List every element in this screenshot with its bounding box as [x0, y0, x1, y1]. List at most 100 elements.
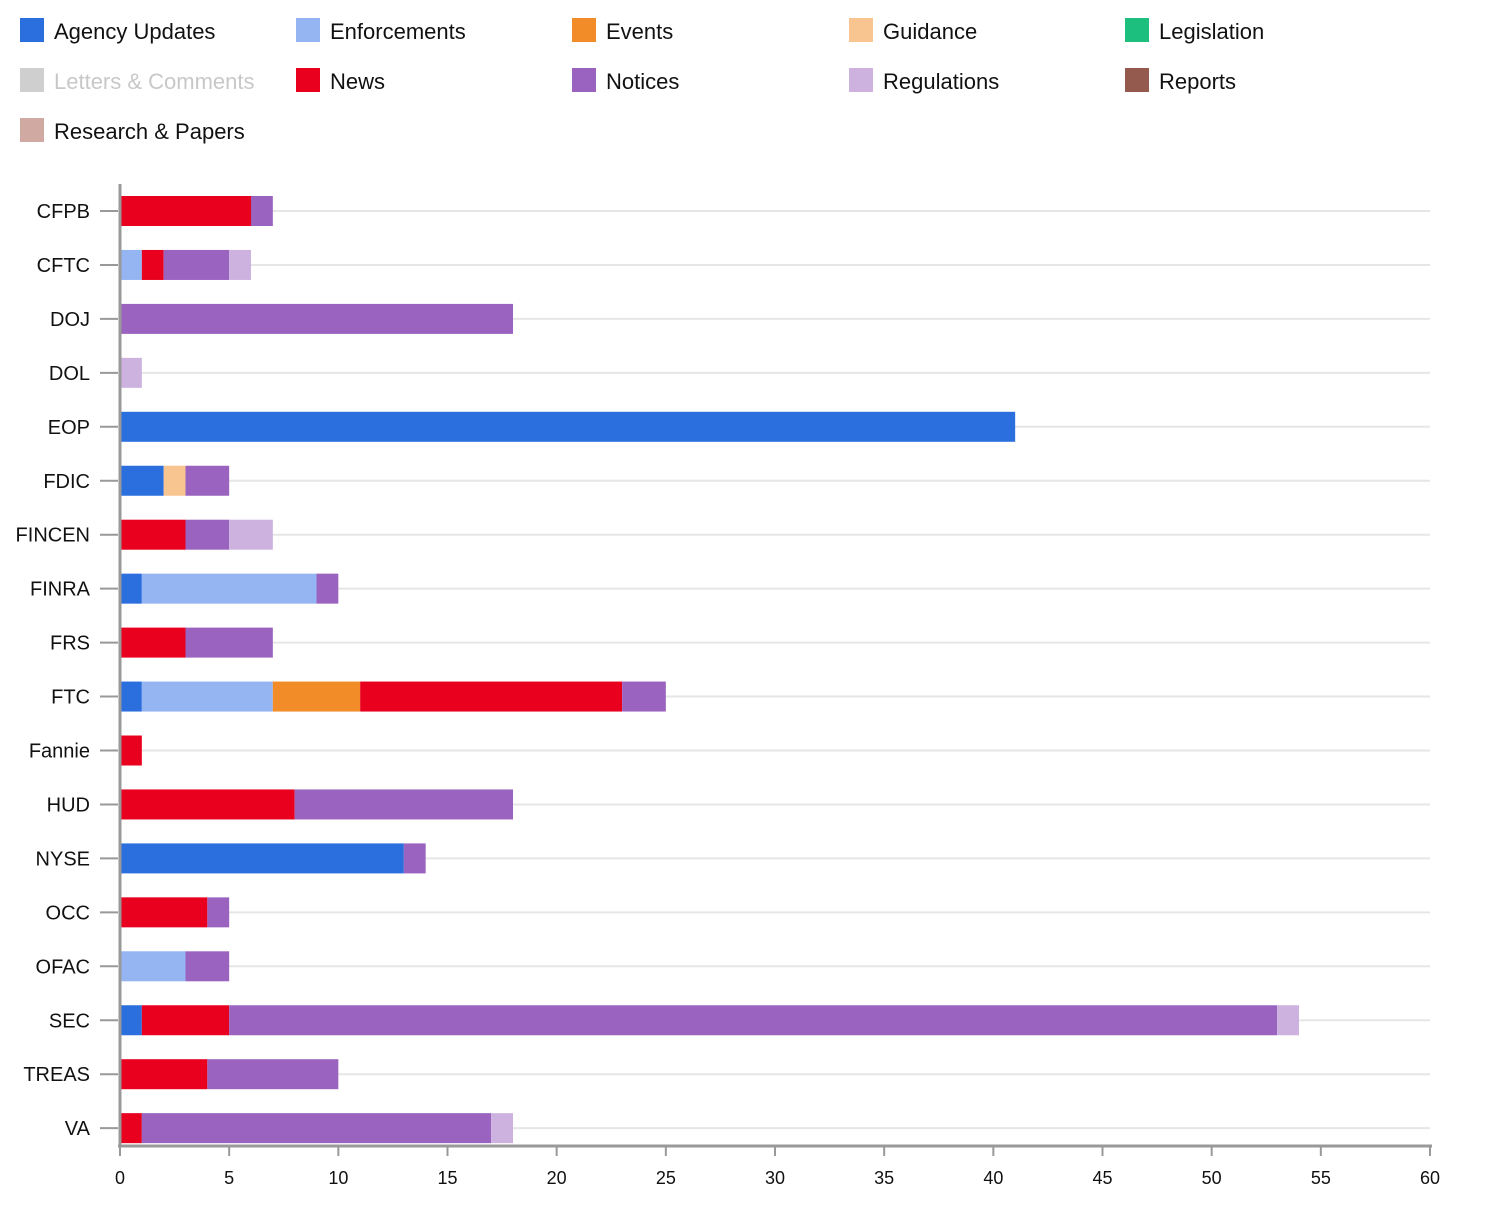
bar-segment-frs-notices[interactable] [185, 627, 273, 658]
bar-segment-nyse-notices[interactable] [403, 843, 426, 874]
bar-segment-ftc-notices[interactable] [622, 681, 666, 712]
legend-swatch [572, 18, 596, 42]
x-tick-label-20: 20 [547, 1168, 567, 1188]
legend-item-notices[interactable]: Notices [572, 68, 679, 94]
legend-item-news[interactable]: News [296, 68, 385, 94]
legend-item-research-and-papers[interactable]: Research & Papers [20, 118, 245, 144]
legend-item-enforcements[interactable]: Enforcements [296, 18, 466, 44]
bar-row-fannie [120, 735, 142, 766]
bar-segment-fincen-regulations[interactable] [229, 519, 273, 550]
legend-swatch [1125, 68, 1149, 92]
y-axis-labels: CFPB CFTC DOJ DOL EOP FDIC FINCEN FINRA FRS FTC Fa… [16, 201, 91, 1140]
legend-item-legislation[interactable]: Legislation [1125, 18, 1264, 44]
legend-item-agency-updates[interactable]: Agency Updates [20, 18, 215, 44]
legend-item-guidance[interactable]: Guidance [849, 18, 977, 44]
bar-segment-finra-enforcements[interactable] [141, 573, 317, 604]
x-tick-label-5: 5 [224, 1168, 234, 1188]
bar-row-ofac [120, 951, 230, 982]
legend-label: Events [606, 19, 673, 44]
bar-segment-frs-news[interactable] [120, 627, 186, 658]
bar-segment-fincen-notices[interactable] [185, 519, 230, 550]
x-tick-label-55: 55 [1311, 1168, 1331, 1188]
bar-segment-cfpb-notices[interactable] [251, 196, 273, 226]
category-label-hud: HUD [47, 794, 90, 816]
legend-swatch [1125, 18, 1149, 42]
bar-segment-eop-agency-updates[interactable] [120, 411, 1016, 442]
legend-swatch [572, 68, 596, 92]
bar-segment-fdic-notices[interactable] [185, 465, 230, 496]
x-tick-label-30: 30 [765, 1168, 785, 1188]
bar-segment-ofac-notices[interactable] [185, 951, 230, 982]
bar-segment-doj-notices[interactable] [120, 303, 513, 334]
legend-label: Legislation [1159, 19, 1264, 44]
gridlines [100, 210, 1430, 1130]
bar-segment-ofac-enforcements[interactable] [120, 951, 186, 982]
legend-label: Letters & Comments [54, 69, 255, 94]
legend-item-regulations[interactable]: Regulations [849, 68, 999, 94]
legend-label: Agency Updates [54, 19, 215, 44]
legend-swatch [296, 18, 320, 42]
category-label-cftc: CFTC [37, 255, 90, 277]
bar-segment-va-notices[interactable] [141, 1113, 492, 1144]
bar-segment-nyse-agency-updates[interactable] [120, 843, 404, 874]
legend-item-events[interactable]: Events [572, 18, 673, 44]
bar-segment-fincen-news[interactable] [120, 519, 186, 550]
x-tick-label-50: 50 [1202, 1168, 1222, 1188]
bar-segment-sec-news[interactable] [141, 1005, 230, 1036]
bar-segment-sec-notices[interactable] [229, 1005, 1278, 1036]
bar-segment-hud-news[interactable] [120, 789, 295, 820]
bar-row-cftc [120, 249, 251, 280]
bar-segment-treas-notices[interactable] [207, 1059, 339, 1090]
x-tick-label-45: 45 [1092, 1168, 1112, 1188]
bar-segment-finra-agency-updates[interactable] [120, 573, 142, 604]
category-label-sec: SEC [49, 1010, 90, 1032]
category-label-nyse: NYSE [36, 848, 90, 870]
legend-item-letters-and-comments[interactable]: Letters & Comments [20, 68, 255, 94]
bar-segment-treas-news[interactable] [120, 1059, 208, 1090]
bar-segment-fdic-guidance[interactable] [163, 465, 186, 496]
legend-label: Notices [606, 69, 679, 94]
category-label-dol: DOL [49, 363, 90, 385]
legend-swatch [20, 118, 44, 142]
category-label-treas: TREAS [23, 1064, 90, 1086]
bar-row-cfpb [120, 196, 273, 226]
bar-segment-sec-regulations[interactable] [1277, 1005, 1299, 1036]
bar-segment-va-regulations[interactable] [491, 1113, 513, 1144]
bar-segment-va-news[interactable] [120, 1113, 142, 1144]
x-tick-label-0: 0 [115, 1168, 125, 1188]
category-label-fincen: FINCEN [16, 525, 90, 547]
x-tick-label-40: 40 [983, 1168, 1003, 1188]
category-label-eop: EOP [48, 417, 90, 439]
bar-row-fdic [120, 465, 230, 496]
bar-segment-ftc-agency-updates[interactable] [120, 681, 142, 712]
bar-row-fincen [120, 519, 273, 550]
bar-segment-ftc-events[interactable] [272, 681, 361, 712]
category-label-occ: OCC [46, 902, 90, 924]
category-label-ofac: OFAC [36, 956, 90, 978]
bar-row-hud [120, 789, 513, 820]
bar-segment-occ-notices[interactable] [207, 897, 230, 928]
legend-label: Regulations [883, 69, 999, 94]
x-axis-labels: 0 5 10 15 20 25 30 35 40 45 50 55 60 [115, 1168, 1440, 1188]
bar-segment-fdic-agency-updates[interactable] [120, 465, 164, 496]
bar-segment-cftc-notices[interactable] [163, 249, 230, 280]
bar-segment-cftc-regulations[interactable] [229, 249, 251, 280]
bar-segment-dol-regulations[interactable] [120, 357, 142, 388]
category-label-finra: FINRA [30, 579, 91, 601]
legend: Agency Updates Enforcements Events Guidance… [20, 18, 1264, 144]
bar-segment-sec-agency-updates[interactable] [120, 1005, 142, 1036]
legend-item-reports[interactable]: Reports [1125, 68, 1236, 94]
bar-segment-finra-notices[interactable] [316, 573, 339, 604]
bar-segment-cftc-enforcements[interactable] [120, 249, 142, 280]
bar-segment-fannie-news[interactable] [120, 735, 142, 766]
bar-segment-ftc-news[interactable] [360, 681, 623, 712]
bar-row-occ [120, 897, 230, 928]
bar-segment-ftc-enforcements[interactable] [141, 681, 273, 712]
bar-row-eop [120, 411, 1016, 442]
x-tick-label-60: 60 [1420, 1168, 1440, 1188]
category-label-doj: DOJ [50, 309, 90, 331]
bar-segment-hud-notices[interactable] [294, 789, 513, 820]
bar-segment-occ-news[interactable] [120, 897, 208, 928]
bar-segment-cfpb-news[interactable] [120, 196, 251, 226]
bar-segment-cftc-news[interactable] [141, 249, 164, 280]
